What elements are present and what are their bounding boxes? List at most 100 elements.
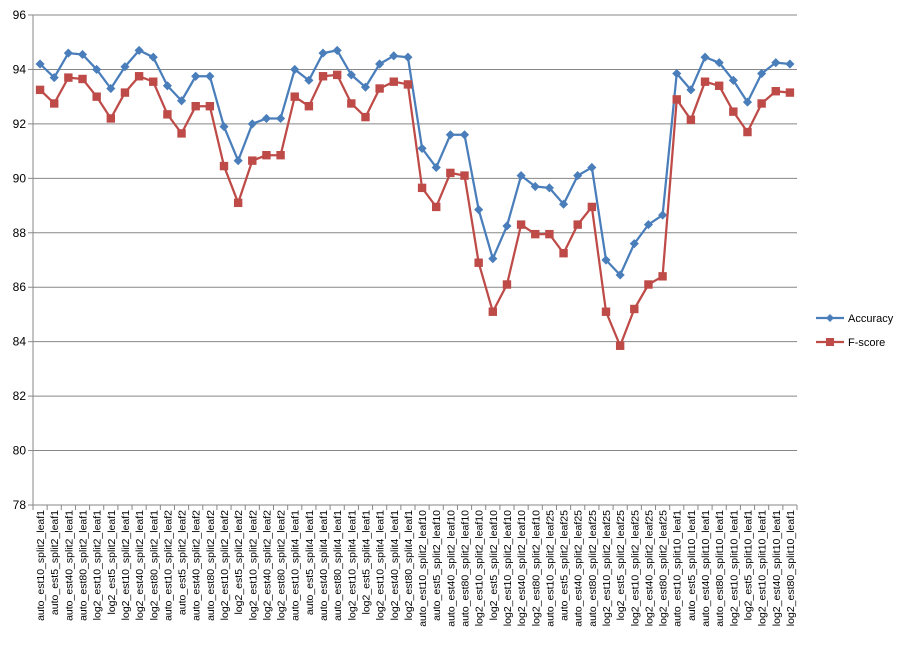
data-point xyxy=(728,75,738,85)
x-tick-label: log2_est40_split2_leaf1 xyxy=(134,510,146,620)
data-point xyxy=(530,181,540,192)
x-tick-label: auto_est5_split2_leaf2 xyxy=(177,510,189,615)
x-tick-label: auto_est10_split2_leaf1 xyxy=(35,510,47,621)
x-tick-label: log2_est5_split4_leaf1 xyxy=(360,510,372,615)
data-point xyxy=(276,113,286,124)
x-tick-label: log2_est40_split2_leaf10 xyxy=(516,510,528,626)
legend: Accuracy F-score xyxy=(816,313,894,349)
data-point xyxy=(446,168,455,178)
legend-label: F-score xyxy=(848,337,885,349)
data-point xyxy=(106,114,116,123)
data-point xyxy=(219,122,229,132)
data-point xyxy=(757,99,766,108)
data-point xyxy=(615,270,625,280)
y-tick-label: 92 xyxy=(13,117,27,131)
series-line xyxy=(39,49,791,277)
y-tick-label: 90 xyxy=(13,171,27,185)
data-point xyxy=(290,92,299,101)
data-point xyxy=(658,210,668,220)
x-tick-label: auto_est10_split2_leaf25 xyxy=(544,510,556,627)
data-point xyxy=(771,87,780,96)
data-point xyxy=(35,59,45,69)
data-point xyxy=(417,183,427,193)
x-tick-label: auto_est40_split4_leaf1 xyxy=(318,510,330,621)
data-point xyxy=(672,68,682,79)
data-point xyxy=(615,341,625,350)
data-point xyxy=(785,88,795,97)
y-tick-label: 82 xyxy=(13,389,27,403)
x-tick-label: log2_est10_split2_leaf1 xyxy=(120,510,132,620)
x-tick-label: log2_est80_split2_leaf1 xyxy=(148,510,160,620)
data-point xyxy=(700,77,710,86)
data-point xyxy=(729,107,738,116)
data-point xyxy=(474,258,483,267)
data-point xyxy=(544,183,554,193)
data-point xyxy=(630,304,639,314)
x-tick-label: log2_est5_split2_leaf25 xyxy=(615,510,627,620)
data-point xyxy=(516,171,526,181)
data-point xyxy=(431,162,441,173)
data-point xyxy=(92,64,102,75)
legend-item: F-score xyxy=(816,337,885,349)
data-point xyxy=(771,58,781,68)
data-point xyxy=(92,92,101,101)
x-tick-label: log2_est10_split2_leaf1 xyxy=(92,510,104,620)
data-point xyxy=(64,73,73,82)
data-point xyxy=(149,77,158,86)
data-point xyxy=(629,239,639,249)
x-tick-label: log2_est80_split2_leaf25 xyxy=(658,510,670,626)
data-point xyxy=(347,99,356,108)
data-point xyxy=(375,84,384,93)
x-tick-label: auto_est5_split2_leaf1 xyxy=(49,510,61,615)
data-point xyxy=(63,48,73,58)
data-point xyxy=(389,51,399,61)
x-tick-label: log2_est5_split2_leaf1 xyxy=(106,510,118,615)
x-tick-label: auto_est40_split2_leaf10 xyxy=(445,510,457,627)
x-tick-label: log2_est5_split10_leaf1 xyxy=(742,510,754,620)
data-point xyxy=(120,88,130,97)
data-point xyxy=(573,220,582,229)
data-point xyxy=(488,307,498,316)
y-tick-label: 88 xyxy=(13,226,27,240)
x-tick-label: log2_est40_split2_leaf2 xyxy=(261,510,273,620)
x-tick-label: auto_est80_split2_leaf1 xyxy=(78,510,90,621)
data-point xyxy=(304,101,314,111)
data-point xyxy=(35,85,45,95)
data-point xyxy=(417,143,427,153)
data-point xyxy=(148,52,158,62)
x-tick-label: log2_est40_split10_leaf1 xyxy=(771,510,783,626)
data-point xyxy=(502,280,512,289)
x-tick-label: log2_est80_split2_leaf2 xyxy=(276,510,288,620)
x-tick-label: auto_est40_split2_leaf1 xyxy=(63,510,75,621)
data-point xyxy=(360,82,371,92)
data-point xyxy=(276,150,285,160)
legend-label: Accuracy xyxy=(848,313,894,325)
x-tick-label: auto_est80_split10_leaf1 xyxy=(714,510,726,627)
y-tick-label: 80 xyxy=(13,444,27,458)
x-tick-label: auto_est80_split4_leaf1 xyxy=(332,510,344,621)
x-tick-label: auto_est10_split2_leaf10 xyxy=(417,510,429,627)
x-tick-label: auto_est40_split2_leaf25 xyxy=(573,510,585,627)
series-f-score xyxy=(35,70,795,350)
data-point xyxy=(573,171,583,181)
x-tick-label: log2_est40_split4_leaf1 xyxy=(389,510,401,620)
data-point xyxy=(290,64,300,75)
data-point xyxy=(205,101,215,111)
data-point xyxy=(714,58,724,68)
x-tick-label: auto_est10_split10_leaf1 xyxy=(672,510,684,627)
data-point xyxy=(587,162,597,173)
y-tick-label: 78 xyxy=(13,498,27,512)
x-tick-label: log2_est5_split2_leaf10 xyxy=(488,510,500,620)
series-accuracy xyxy=(35,45,795,280)
data-point xyxy=(445,130,455,140)
x-tick-label: log2_est10_split2_leaf2 xyxy=(219,510,231,620)
data-point xyxy=(176,96,187,106)
data-point xyxy=(644,280,653,289)
gridlines xyxy=(33,14,797,506)
x-tick-label: log2_est80_split2_leaf10 xyxy=(530,510,542,626)
data-point xyxy=(134,45,144,55)
x-tick-label: log2_est80_split4_leaf1 xyxy=(403,510,415,620)
data-point xyxy=(163,110,172,119)
x-tick-label: auto_est5_split2_leaf10 xyxy=(431,510,443,621)
